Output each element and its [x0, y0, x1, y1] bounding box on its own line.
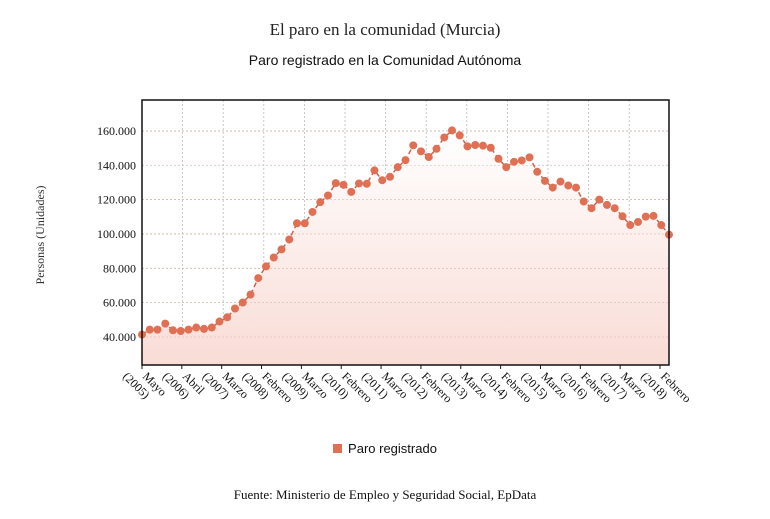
x-tick-label: Abril(2006) [160, 369, 208, 402]
data-point [510, 157, 518, 166]
data-point [184, 325, 193, 334]
y-tick-label: 60.000 [103, 296, 136, 310]
series-points [138, 126, 673, 339]
y-tick-label: 100.000 [97, 227, 136, 241]
data-point [254, 274, 263, 283]
chart-title: El paro en la comunidad (Murcia) [269, 20, 501, 39]
data-point [479, 141, 487, 150]
x-tick-label: Febrero(2010) [319, 369, 375, 405]
data-point [517, 156, 526, 165]
data-point [502, 163, 511, 172]
data-point [324, 191, 332, 200]
y-tick-label: 160.000 [97, 124, 136, 138]
data-point [316, 198, 325, 207]
data-point [308, 207, 317, 216]
data-point [587, 204, 596, 213]
data-point [285, 235, 294, 244]
data-point [215, 317, 224, 326]
y-axis: 40.000 60.000 80.000 100.000 120.000 140.000 1… [97, 124, 136, 344]
data-point [525, 153, 534, 162]
data-point [618, 212, 627, 221]
y-tick-label: 120.000 [97, 193, 136, 207]
data-point [277, 245, 286, 254]
data-point [486, 143, 495, 152]
data-point [347, 187, 356, 196]
data-point [238, 298, 247, 307]
x-tick-label: Febrero(2016) [558, 369, 614, 405]
data-point [262, 262, 270, 271]
data-point [641, 212, 650, 221]
legend: Paro registrado [0, 441, 770, 456]
data-point [649, 211, 658, 220]
plot-frame [141, 99, 670, 366]
data-point [548, 183, 557, 192]
data-point [386, 172, 394, 181]
data-point [401, 156, 410, 165]
data-point [393, 163, 402, 172]
data-point [471, 140, 480, 149]
data-point [424, 153, 433, 162]
data-point [409, 141, 418, 150]
data-point [494, 154, 503, 163]
data-point [269, 253, 278, 262]
y-tick-label: 140.000 [97, 158, 136, 172]
data-point [626, 221, 635, 230]
data-point [572, 183, 580, 192]
legend-label: Paro registrado [348, 441, 437, 456]
data-point [564, 181, 573, 190]
data-point [246, 290, 255, 299]
data-point [657, 221, 666, 230]
data-point [339, 180, 348, 189]
x-axis: Mayo(2005) Abril(2006) Marzo(2007) Febrero(… [120, 365, 694, 406]
data-point [169, 326, 177, 335]
data-point [331, 179, 340, 188]
data-point [207, 323, 216, 332]
data-point [293, 219, 301, 228]
legend-swatch [333, 444, 343, 453]
x-tick-label: Febrero(2018) [638, 369, 694, 405]
x-tick-label: Marzo(2007) [200, 369, 252, 402]
data-point [200, 324, 208, 333]
x-tick-label: Febrero(2008) [240, 369, 296, 405]
chart-subtitle: Paro registrado en la Comunidad Autónoma [248, 52, 522, 68]
y-axis-label: Personas (Unidades) [33, 186, 47, 285]
data-point [533, 167, 542, 176]
data-point [417, 147, 425, 156]
data-point [362, 179, 371, 188]
data-point [448, 126, 456, 135]
data-point [595, 195, 604, 204]
series-area-fill [142, 130, 669, 365]
data-point [153, 325, 162, 334]
data-point [610, 204, 619, 213]
data-point [355, 179, 363, 188]
data-point [463, 142, 472, 151]
x-tick-label: Mayo(2005) [120, 369, 169, 402]
x-tick-label: Febrero(2012) [399, 369, 455, 405]
data-point [176, 326, 185, 335]
data-point [541, 176, 549, 185]
source-note: Fuente: Ministerio de Empleo y Seguridad… [233, 487, 537, 502]
x-tick-label: Febrero(2014) [479, 369, 535, 405]
data-point [579, 197, 588, 206]
data-point [634, 217, 642, 226]
data-point [300, 219, 309, 228]
data-point [378, 176, 387, 185]
data-point [231, 304, 239, 313]
data-point [455, 131, 464, 140]
data-point [556, 177, 565, 186]
data-point [370, 166, 379, 175]
data-point [603, 200, 611, 209]
y-tick-label: 40.000 [103, 330, 136, 344]
data-point [440, 133, 449, 142]
data-point [192, 323, 201, 332]
data-point [223, 313, 232, 322]
data-point [145, 325, 154, 334]
data-point [432, 144, 441, 153]
y-tick-label: 80.000 [103, 261, 136, 275]
data-point [161, 319, 170, 328]
